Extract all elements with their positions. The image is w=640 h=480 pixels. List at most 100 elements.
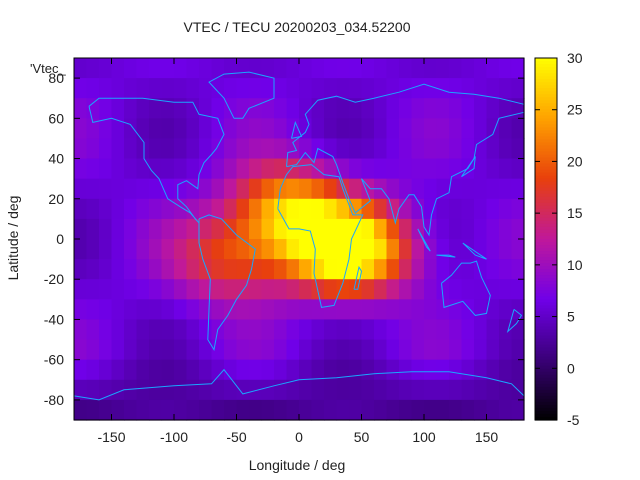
colorbar-segment <box>535 127 557 131</box>
colorbar-segment <box>535 166 557 171</box>
heatmap-cell <box>411 138 425 160</box>
heatmap-cell <box>99 299 113 321</box>
x-tick-label: 100 <box>412 429 436 445</box>
colorbar-segment <box>535 157 557 162</box>
y-tick-label: 60 <box>48 110 64 126</box>
heatmap-cell <box>74 359 88 381</box>
heatmap-cell <box>174 299 188 321</box>
heatmap-cell <box>149 339 163 361</box>
colorbar-tick-label: 20 <box>567 153 583 169</box>
heatmap-cell <box>486 279 500 300</box>
heatmap-cell <box>124 379 138 401</box>
heatmap-cell <box>511 279 525 300</box>
heatmap-cell <box>424 359 438 381</box>
heatmap-cell <box>274 138 288 160</box>
heatmap-cell <box>136 158 150 180</box>
heatmap-cell <box>324 78 338 99</box>
heatmap-cell <box>361 379 375 401</box>
heatmap-cell <box>286 279 300 300</box>
heatmap-cell <box>174 158 188 180</box>
heatmap-cell <box>449 178 463 200</box>
heatmap-cell <box>474 78 488 99</box>
heatmap-cell <box>86 58 100 79</box>
heatmap-cell <box>374 319 388 341</box>
heatmap-cell <box>336 98 350 119</box>
heatmap-cell <box>386 279 400 300</box>
heatmap-cell <box>99 319 113 341</box>
heatmap-cell <box>424 319 438 341</box>
heatmap-cell <box>386 319 400 341</box>
heatmap-cell <box>99 399 113 421</box>
heatmap-cell <box>436 399 450 421</box>
heatmap-cell <box>361 58 375 79</box>
heatmap-cell <box>299 339 313 361</box>
colorbar-segment <box>535 82 557 86</box>
colorbar-segment <box>535 223 557 228</box>
heatmap-cell <box>299 198 313 220</box>
heatmap-cell <box>286 259 300 280</box>
heatmap-cell <box>224 138 238 160</box>
heatmap-cell <box>186 178 200 200</box>
heatmap-cell <box>499 198 513 220</box>
heatmap-cell <box>324 98 338 119</box>
heatmap-cell <box>499 118 513 140</box>
heatmap-cell <box>499 319 513 341</box>
heatmap-cell <box>374 279 388 300</box>
heatmap-cell <box>249 319 263 341</box>
heatmap-cell <box>86 339 100 361</box>
heatmap-cell <box>161 58 175 79</box>
heatmap-cell <box>411 319 425 341</box>
heatmap-cell <box>186 158 200 180</box>
heatmap-cell <box>386 399 400 421</box>
heatmap-cell <box>461 319 475 341</box>
heatmap-cell <box>74 239 88 260</box>
coastline <box>461 156 476 178</box>
heatmap-cell <box>74 259 88 280</box>
colorbar-segment <box>535 305 557 309</box>
heatmap-cell <box>174 218 188 240</box>
heatmap-cell <box>86 379 100 401</box>
heatmap-cell <box>299 319 313 341</box>
heatmap-cell <box>261 98 275 119</box>
heatmap-cell <box>224 319 238 341</box>
heatmap-cell <box>361 138 375 160</box>
heatmap-cell <box>449 118 463 140</box>
colorbar-segment <box>535 368 557 373</box>
heatmap-cell <box>486 299 500 321</box>
heatmap-cell <box>124 158 138 180</box>
heatmap-cell <box>124 299 138 321</box>
heatmap-cell <box>224 178 238 200</box>
heatmap-cell <box>74 379 88 401</box>
heatmap-cell <box>399 158 413 180</box>
heatmap-cell <box>224 279 238 300</box>
heatmap-cell <box>136 198 150 220</box>
colorbar-segment <box>535 245 557 249</box>
heatmap-cell <box>149 178 163 200</box>
heatmap-cell <box>399 379 413 401</box>
heatmap-cell <box>161 359 175 381</box>
heatmap-cell <box>449 259 463 280</box>
colorbar-tick-label: 25 <box>567 102 583 118</box>
colorbar-segment <box>535 94 557 98</box>
heatmap-cell <box>136 299 150 321</box>
colorbar-segment <box>535 187 557 192</box>
colorbar-segment <box>535 136 557 141</box>
heatmap-cell <box>511 78 525 99</box>
heatmap-cell <box>411 178 425 200</box>
heatmap-cell <box>136 138 150 160</box>
heatmap-cell <box>174 239 188 260</box>
y-tick-label: 20 <box>48 191 64 207</box>
heatmap-cell <box>224 339 238 361</box>
coastline <box>417 228 431 252</box>
heatmap-cell <box>99 279 113 300</box>
heatmap-cell <box>311 198 325 220</box>
heatmap-cell <box>424 218 438 240</box>
heatmap-cell <box>136 178 150 200</box>
heatmap-cell <box>161 399 175 421</box>
heatmap-cell <box>261 198 275 220</box>
heatmap-cell <box>461 198 475 220</box>
heatmap-cell <box>424 299 438 321</box>
heatmap-cell <box>499 359 513 381</box>
heatmap-cell <box>86 198 100 220</box>
heatmap-cell <box>411 158 425 180</box>
